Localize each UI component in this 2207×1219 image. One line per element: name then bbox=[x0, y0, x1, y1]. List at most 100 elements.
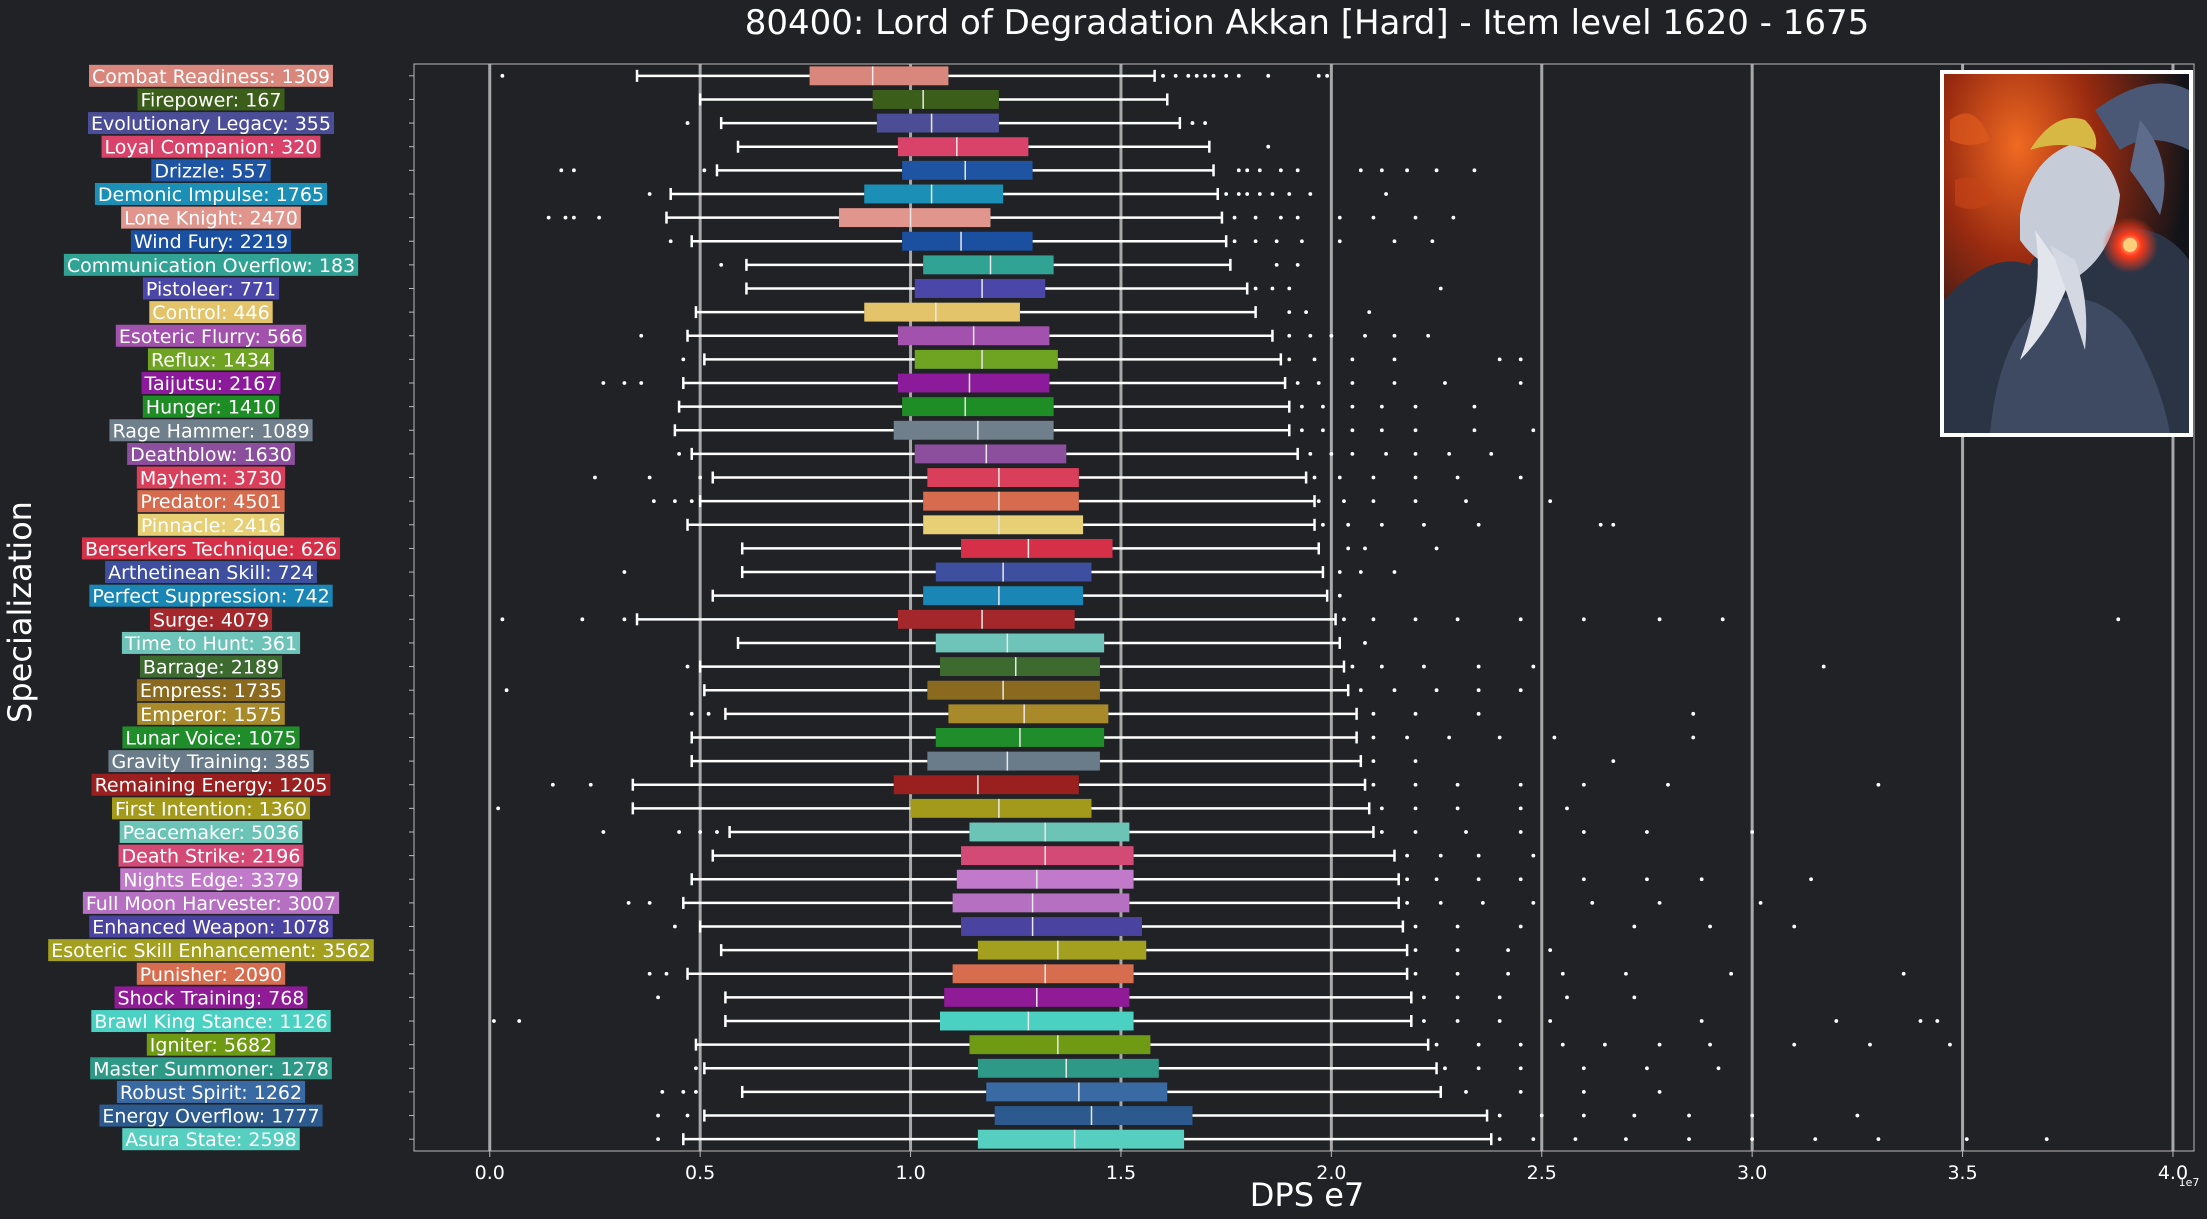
outlier-point bbox=[1299, 239, 1304, 244]
label-text: Lone Knight: 2470 bbox=[124, 208, 298, 230]
box-iqr bbox=[897, 609, 1075, 629]
outlier-point bbox=[1729, 971, 1734, 976]
label-background bbox=[91, 773, 331, 796]
outlier-point bbox=[1245, 192, 1250, 196]
specialization-label: Energy Overflow: 1777 bbox=[99, 1104, 323, 1128]
label-text: Remaining Energy: 1205 bbox=[95, 775, 328, 797]
outlier-point bbox=[1236, 192, 1241, 196]
label-background bbox=[114, 986, 308, 1009]
outlier-point bbox=[1531, 664, 1536, 669]
outlier-point bbox=[1321, 404, 1325, 409]
box-plot-item bbox=[409, 1106, 1860, 1126]
box-plot-item bbox=[409, 420, 1536, 440]
label-background bbox=[142, 277, 280, 300]
label-text: Emperor: 1575 bbox=[140, 704, 282, 726]
box-plot-item bbox=[409, 1082, 1662, 1102]
label-text: Deathblow: 1630 bbox=[130, 444, 292, 466]
outlier-point bbox=[1232, 215, 1237, 220]
box-plot-item bbox=[409, 468, 1523, 487]
x-tick-label: 0.5 bbox=[685, 1162, 715, 1184]
outlier-point bbox=[1691, 735, 1696, 740]
specialization-label: Surge: 4079 bbox=[149, 608, 273, 631]
outlier-point bbox=[1413, 617, 1418, 622]
label-text: Gravity Training: 385 bbox=[111, 751, 310, 773]
label-text: Punisher: 2090 bbox=[140, 964, 282, 986]
outlier-point bbox=[1371, 475, 1376, 480]
outlier-point bbox=[1413, 782, 1418, 787]
box-plot-item bbox=[409, 680, 1523, 700]
box-iqr bbox=[927, 468, 1079, 487]
label-background bbox=[94, 182, 328, 205]
outlier-point bbox=[1392, 239, 1397, 244]
outlier-point bbox=[1253, 286, 1258, 291]
outlier-point bbox=[1472, 168, 1477, 173]
outlier-point bbox=[647, 900, 652, 905]
outlier-point bbox=[1809, 877, 1813, 882]
outlier-point bbox=[681, 1090, 686, 1094]
box-plot-item bbox=[409, 279, 1443, 298]
label-background bbox=[88, 112, 334, 135]
specialization-label: Esoteric Skill Enhancement: 3562 bbox=[48, 939, 374, 962]
outlier-point bbox=[1434, 688, 1439, 693]
outlier-point bbox=[1278, 215, 1283, 220]
label-text: First Intention: 1360 bbox=[115, 798, 307, 820]
outlier-point bbox=[1287, 357, 1292, 362]
specialization-label: Lone Knight: 2470 bbox=[121, 206, 301, 230]
outlier-point bbox=[694, 1090, 698, 1094]
outlier-point bbox=[677, 452, 682, 456]
outlier-point bbox=[1287, 333, 1292, 338]
box-plot-item bbox=[409, 704, 1696, 724]
outlier-point bbox=[1855, 1113, 1860, 1118]
outlier-point bbox=[1935, 1019, 1940, 1023]
box-iqr bbox=[872, 89, 999, 109]
outlier-point bbox=[1632, 1113, 1637, 1118]
outlier-point bbox=[1611, 522, 1616, 527]
outlier-point bbox=[1224, 73, 1229, 78]
outlier-point bbox=[1518, 475, 1523, 480]
box-plot-item bbox=[409, 113, 1208, 133]
outlier-point bbox=[1342, 617, 1346, 622]
outlier-point bbox=[677, 830, 682, 834]
outlier-point bbox=[622, 381, 627, 385]
label-text: Full Moon Harvester: 3007 bbox=[86, 893, 336, 915]
outlier-point bbox=[1476, 522, 1481, 527]
specialization-label: Deathblow: 1630 bbox=[127, 442, 295, 466]
outlier-point bbox=[1560, 1042, 1565, 1047]
label-text: Arthetinean Skill: 724 bbox=[108, 562, 314, 584]
plot-frame bbox=[413, 63, 2195, 1152]
outlier-point bbox=[1363, 641, 1367, 645]
outlier-point bbox=[1552, 735, 1557, 740]
outlier-point bbox=[1426, 333, 1431, 338]
outlier-point bbox=[1270, 286, 1275, 291]
outlier-point bbox=[1363, 546, 1367, 551]
label-background bbox=[142, 395, 280, 418]
outlier-point bbox=[1312, 357, 1317, 362]
outlier-point bbox=[1948, 1042, 1952, 1047]
outlier-point bbox=[1203, 73, 1208, 78]
outlier-point bbox=[1548, 1019, 1553, 1023]
outlier-point bbox=[1518, 357, 1523, 362]
outlier-point bbox=[1379, 428, 1384, 433]
label-text: Mayhem: 3730 bbox=[140, 468, 282, 490]
outlier-point bbox=[1413, 499, 1418, 504]
outlier-point bbox=[622, 570, 627, 574]
outlier-point bbox=[647, 192, 652, 196]
outlier-point bbox=[1455, 617, 1460, 622]
outlier-point bbox=[664, 971, 669, 976]
label-background bbox=[89, 915, 333, 938]
outlier-point bbox=[1295, 262, 1300, 267]
box-iqr bbox=[994, 1106, 1193, 1126]
outlier-point bbox=[639, 333, 644, 338]
outlier-point bbox=[681, 357, 686, 362]
outlier-point bbox=[1337, 239, 1342, 244]
outlier-point bbox=[1329, 333, 1334, 338]
box-iqr bbox=[902, 397, 1054, 417]
outlier-point bbox=[1573, 1137, 1578, 1142]
outlier-point bbox=[1497, 995, 1502, 1000]
label-text: Surge: 4079 bbox=[153, 609, 269, 631]
x-tick-label: 1.0 bbox=[895, 1162, 925, 1184]
box-plot-item bbox=[409, 373, 1523, 393]
outlier-point bbox=[1295, 381, 1300, 385]
label-background bbox=[151, 159, 271, 182]
